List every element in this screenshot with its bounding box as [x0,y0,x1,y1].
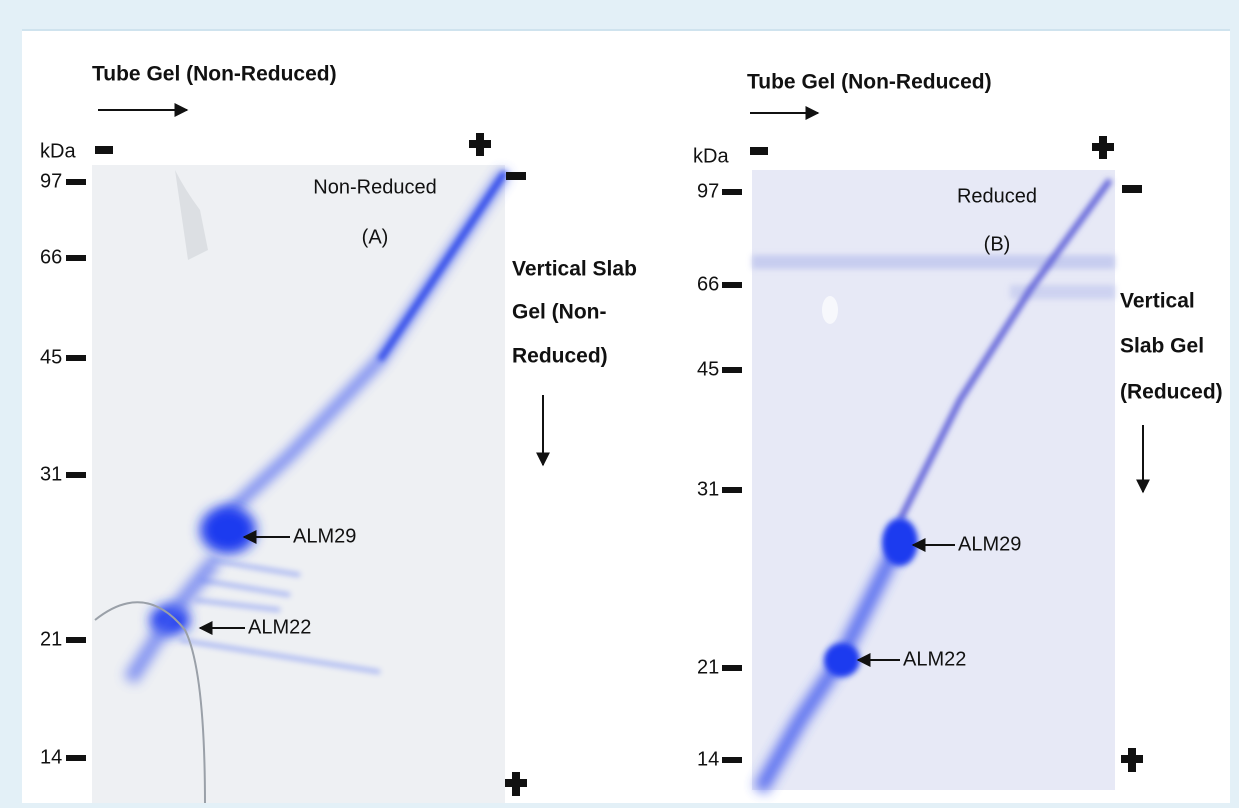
gel-image-a [92,165,505,803]
marker-label: 14 [697,748,719,770]
band-label: ALM29 [293,525,356,547]
marker-label: 21 [697,656,719,678]
marker-label: 21 [40,628,62,650]
gel-sublabel: (A) [362,226,389,248]
marker-dash [66,755,86,761]
marker-dash [722,757,742,763]
marker-dash [722,189,742,195]
marker-dash [722,282,742,288]
gel-title: Non-Reduced [313,176,436,198]
slab-label: Slab Gel [1120,335,1204,358]
band-label: ALM22 [248,616,311,638]
gel-title: Reduced [957,185,1037,207]
marker-label: 45 [697,358,719,380]
figure: Tube Gel (Non-Reduced) kDa 97 66 45 31 21 14 Non… [0,0,1239,803]
marker-dash [66,355,86,361]
marker-label: 97 [40,170,62,192]
band-label: ALM22 [903,648,966,670]
tube-gel-label: Tube Gel (Non-Reduced) [92,63,337,86]
marker-dash [66,637,86,643]
marker-dash [722,487,742,493]
unit-label: kDa [693,145,729,167]
slab-label: Vertical Slab [512,258,637,281]
gel-sublabel: (B) [984,233,1011,255]
marker-dash [66,179,86,185]
unit-label: kDa [40,140,76,162]
marker-label: 66 [40,246,62,268]
tube-gel-label: Tube Gel (Non-Reduced) [747,71,992,94]
marker-label: 31 [697,478,719,500]
marker-label: 97 [697,180,719,202]
band-label: ALM29 [958,533,1021,555]
marker-dash [66,255,86,261]
slab-label: (Reduced) [1120,381,1223,404]
slab-label: Vertical [1120,290,1195,313]
marker-dash [722,665,742,671]
marker-label: 66 [697,273,719,295]
marker-label: 14 [40,746,62,768]
marker-label: 45 [40,346,62,368]
slab-label: Reduced) [512,345,608,368]
marker-dash [722,367,742,373]
slab-label: Gel (Non- [512,301,607,324]
marker-dash [66,472,86,478]
marker-label: 31 [40,463,62,485]
gel-image-b [752,170,1115,790]
